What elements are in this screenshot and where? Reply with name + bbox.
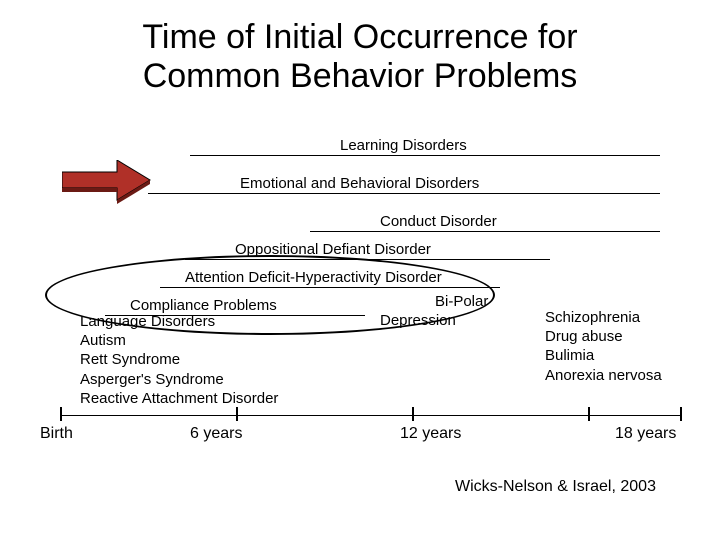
list-item: Rett Syndrome [80, 350, 278, 369]
axis-tick [588, 407, 590, 421]
list-item: Language Disorders [80, 312, 278, 331]
disorder-bar-line [185, 259, 550, 260]
list-item: Bi-Polar [380, 292, 488, 311]
slide-title: Time of Initial Occurrence for Common Be… [0, 0, 720, 106]
list-item: Autism [80, 331, 278, 350]
disorder-bar-label: Attention Deficit-Hyperactivity Disorder [185, 269, 442, 286]
list-item: Bulimia [545, 346, 662, 365]
axis-label: Birth [40, 425, 73, 443]
axis-tick [60, 407, 62, 421]
list-item: Reactive Attachment Disorder [80, 389, 278, 408]
disorder-bar-line [160, 287, 500, 288]
disorder-bar-line [148, 193, 660, 194]
timeline-area: Learning Disorders Emotional and Behavior… [60, 130, 680, 450]
disorder-bar: Learning Disorders [60, 130, 680, 156]
title-line-2: Common Behavior Problems [143, 57, 578, 95]
list-item: Drug abuse [545, 327, 662, 346]
list-item: Anorexia nervosa [545, 366, 662, 385]
axis-label: 6 years [190, 425, 242, 443]
disorder-bar-line [190, 155, 660, 156]
axis-tick [236, 407, 238, 421]
early-onset-list: Language DisordersAutismRett SyndromeAsp… [80, 312, 278, 408]
list-item: Depression [380, 311, 488, 330]
disorder-bar: Attention Deficit-Hyperactivity Disorder [60, 262, 680, 288]
timeline-axis [60, 415, 680, 416]
mid-onset-list: Bi-PolarDepression [380, 292, 488, 330]
disorder-bar-label: Oppositional Defiant Disorder [235, 241, 431, 258]
axis-label: 12 years [400, 425, 461, 443]
citation-text: Wicks-Nelson & Israel, 2003 [455, 478, 656, 495]
disorder-bar-label: Conduct Disorder [380, 213, 497, 230]
list-item: Asperger's Syndrome [80, 370, 278, 389]
axis-tick [680, 407, 682, 421]
list-item: Schizophrenia [545, 308, 662, 327]
disorder-bar: Oppositional Defiant Disorder [60, 234, 680, 260]
axis-label: 18 years [615, 425, 676, 443]
disorder-bar: Conduct Disorder [60, 206, 680, 232]
disorder-bar: Emotional and Behavioral Disorders [60, 168, 680, 194]
citation: Wicks-Nelson & Israel, 2003 [455, 478, 656, 496]
disorder-bar-line [310, 231, 660, 232]
late-onset-list: SchizophreniaDrug abuseBulimiaAnorexia n… [545, 308, 662, 385]
disorder-bar-label: Learning Disorders [340, 137, 467, 154]
disorder-bar-label: Emotional and Behavioral Disorders [240, 175, 479, 192]
title-line-1: Time of Initial Occurrence for [142, 18, 577, 56]
axis-tick [412, 407, 414, 421]
